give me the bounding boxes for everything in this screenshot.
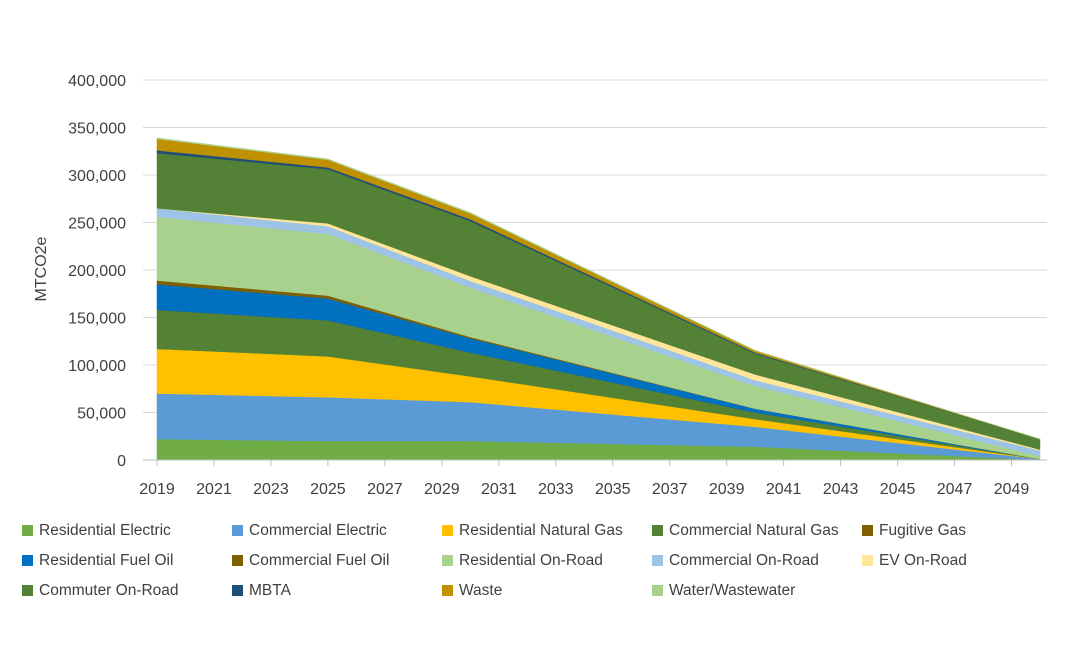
x-tick-label: 2029	[424, 481, 460, 498]
legend-swatch	[862, 525, 873, 536]
x-tick-label: 2027	[367, 481, 403, 498]
legend-label: Waste	[459, 581, 503, 599]
x-tick-label: 2035	[595, 481, 631, 498]
x-tick-label: 2025	[310, 481, 346, 498]
legend-item-residential-natural-gas: Residential Natural Gas	[442, 520, 652, 541]
legend-label: Commuter On-Road	[39, 581, 179, 599]
y-tick-label: 300,000	[68, 168, 126, 185]
x-axis-ticks: 2019 2021 2023 2025 2027 2029 2031 2033 2035 2037…	[139, 460, 1029, 498]
legend-item-commercial-fuel-oil: Commercial Fuel Oil	[232, 550, 442, 571]
legend-label: EV On-Road	[879, 551, 967, 569]
legend-swatch	[232, 585, 243, 596]
legend-item-mbta: MBTA	[232, 580, 442, 601]
legend-item-commercial-electric: Commercial Electric	[232, 520, 442, 541]
y-tick-label: 200,000	[68, 263, 126, 280]
legend-label: Fugitive Gas	[879, 521, 967, 539]
legend-label: Commercial On-Road	[669, 551, 819, 569]
legend-swatch	[862, 555, 873, 566]
x-tick-label: 2045	[880, 481, 916, 498]
legend-swatch	[22, 525, 33, 536]
x-tick-label: 2039	[709, 481, 745, 498]
y-tick-label: 50,000	[77, 406, 126, 423]
legend-swatch	[442, 525, 453, 536]
legend-item-waste: Waste	[442, 580, 652, 601]
legend-label: Residential Electric	[39, 521, 171, 539]
x-tick-label: 2049	[994, 481, 1030, 498]
legend-label: MBTA	[249, 581, 291, 599]
legend-swatch	[652, 525, 663, 536]
x-tick-label: 2019	[139, 481, 175, 498]
y-axis-ticks: 0 50,000 100,000 150,000 200,000 250,000 300,0…	[68, 73, 126, 470]
legend-swatch	[22, 555, 33, 566]
legend-swatch	[442, 555, 453, 566]
y-axis-label: MTCO2e	[33, 236, 50, 301]
y-tick-label: 400,000	[68, 73, 126, 90]
legend-swatch	[22, 585, 33, 596]
x-tick-label: 2047	[937, 481, 973, 498]
legend-label: Residential Fuel Oil	[39, 551, 174, 569]
legend-swatch	[652, 585, 663, 596]
legend-label: Commercial Fuel Oil	[249, 551, 390, 569]
legend-swatch	[232, 525, 243, 536]
legend-label: Residential On-Road	[459, 551, 603, 569]
x-tick-label: 2043	[823, 481, 859, 498]
legend-item-fugitive-gas: Fugitive Gas	[862, 520, 1052, 541]
legend-label: Residential Natural Gas	[459, 521, 623, 539]
legend: Residential Electric Commercial Electric R…	[22, 520, 1052, 601]
legend-label: Commercial Electric	[249, 521, 387, 539]
legend-label: Commercial Natural Gas	[669, 521, 839, 539]
legend-item-commuter-on-road: Commuter On-Road	[22, 580, 232, 601]
legend-label: Water/Wastewater	[669, 581, 796, 599]
y-tick-label: 0	[117, 453, 126, 470]
legend-item-residential-on-road: Residential On-Road	[442, 550, 652, 571]
legend-swatch	[232, 555, 243, 566]
x-tick-label: 2037	[652, 481, 688, 498]
x-tick-label: 2021	[196, 481, 232, 498]
x-tick-label: 2023	[253, 481, 289, 498]
legend-item-water-wastewater: Water/Wastewater	[652, 580, 862, 601]
legend-item-commercial-natural-gas: Commercial Natural Gas	[652, 520, 862, 541]
legend-item-ev-on-road: EV On-Road	[862, 550, 1052, 571]
x-tick-label: 2033	[538, 481, 574, 498]
y-tick-label: 100,000	[68, 358, 126, 375]
area-water-wastewater	[156, 137, 1041, 440]
legend-swatch	[442, 585, 453, 596]
legend-item-residential-fuel-oil: Residential Fuel Oil	[22, 550, 232, 571]
x-tick-label: 2031	[481, 481, 517, 498]
x-tick-label: 2041	[766, 481, 802, 498]
legend-item-commercial-on-road: Commercial On-Road	[652, 550, 862, 571]
y-tick-label: 350,000	[68, 121, 126, 138]
legend-item-residential-electric: Residential Electric	[22, 520, 232, 541]
y-tick-label: 250,000	[68, 216, 126, 233]
legend-swatch	[652, 555, 663, 566]
y-tick-label: 150,000	[68, 311, 126, 328]
area-series	[156, 137, 1041, 461]
